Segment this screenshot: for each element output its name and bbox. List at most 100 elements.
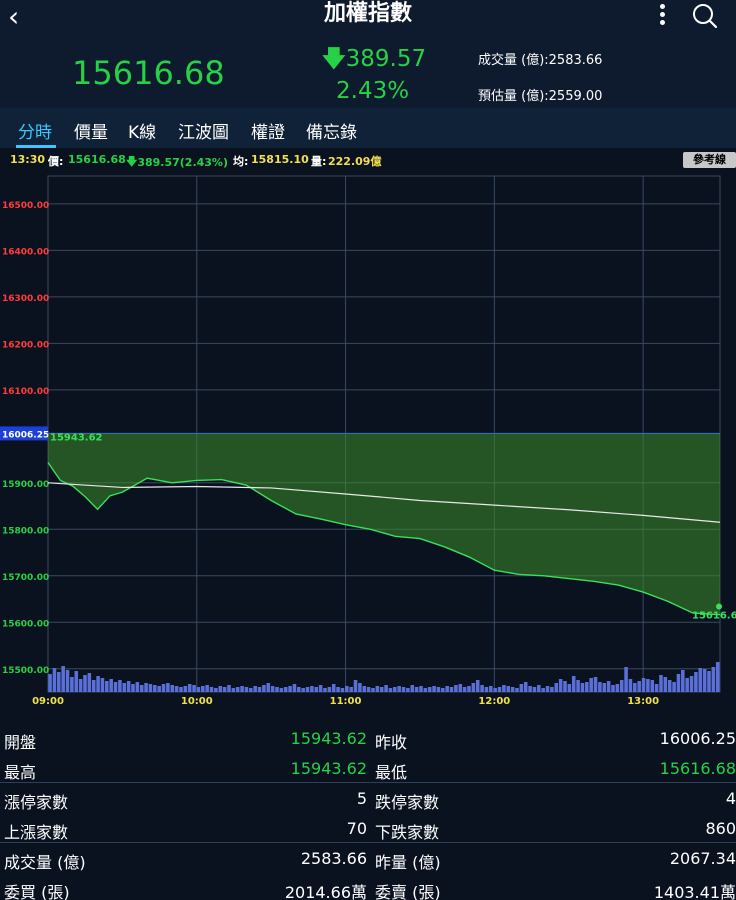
- volume-bar: [131, 684, 135, 692]
- y-tick-label: 15900.00: [2, 480, 49, 490]
- volume-bar: [227, 685, 231, 692]
- volume-bar: [445, 686, 449, 692]
- tab-price-volume[interactable]: 價量: [74, 123, 108, 143]
- volume-bar: [87, 673, 92, 692]
- volume-bar: [257, 687, 262, 692]
- volume-bar: [510, 687, 515, 692]
- tab-minute[interactable]: 分時: [18, 123, 52, 143]
- stats-value: 15616.68: [659, 759, 736, 778]
- volume-bar: [506, 686, 511, 692]
- volume-bar: [641, 678, 646, 692]
- volume-bar: [388, 688, 393, 692]
- volume-bar: [305, 687, 310, 692]
- stats-row: 最高 15943.62 最低 15616.68: [0, 754, 736, 784]
- volume-bar: [672, 682, 676, 692]
- volume-bar: [205, 685, 209, 692]
- volume-bar: [423, 688, 428, 692]
- volume-bar: [611, 685, 615, 692]
- stats-label: 上漲家數: [4, 823, 69, 842]
- down-arrow-icon: 🡇: [322, 46, 346, 72]
- volume-bar: [545, 686, 550, 692]
- volume-bar: [153, 685, 157, 692]
- volume-bar: [48, 674, 52, 692]
- volume-bar: [711, 667, 716, 692]
- volume-bar: [462, 687, 467, 692]
- volume-bar: [323, 688, 327, 692]
- volume-bar: [358, 683, 362, 692]
- volume-bar: [602, 683, 607, 692]
- volume-bar: [109, 679, 113, 692]
- volume-bar: [401, 687, 406, 692]
- volume-bar: [218, 686, 223, 692]
- volume-bar: [100, 678, 105, 692]
- volume-bar: [148, 684, 153, 692]
- volume-bar: [52, 668, 57, 692]
- volume-bar: [419, 686, 423, 692]
- stats-label: 昨量 (億): [375, 853, 441, 872]
- volume-bar: [135, 682, 140, 692]
- volume-bar: [192, 685, 196, 692]
- volume-bar: [646, 679, 650, 692]
- volume-bar: [362, 686, 367, 692]
- stats-divider: [0, 842, 736, 843]
- volume-bar: [270, 686, 275, 692]
- volume-bar: [550, 687, 554, 692]
- volume-bar: [222, 687, 227, 692]
- volume-bar: [157, 686, 161, 692]
- info-vol: 222.09億: [328, 155, 382, 168]
- stats-label: 委賣 (張): [375, 883, 441, 900]
- back-icon[interactable]: ‹: [8, 0, 20, 33]
- last-price-label: 15616.68: [692, 611, 736, 622]
- stats-panel: 開盤 15943.62 昨收 16006.25 最高 15943.62 最低 15616.68…: [0, 722, 736, 900]
- info-vol-label: 量:: [311, 155, 327, 168]
- volume-bar: [179, 687, 183, 692]
- volume-bar: [118, 680, 122, 692]
- x-tick-label: 10:00: [181, 696, 213, 707]
- volume-bar: [371, 688, 375, 692]
- x-tick-label: 09:00: [32, 696, 64, 707]
- volume-bar: [196, 687, 201, 692]
- volume-bar: [201, 686, 205, 692]
- volume-bar: [589, 678, 593, 692]
- volume-bar: [126, 681, 131, 692]
- search-icon[interactable]: [690, 2, 720, 30]
- volume-bar: [523, 682, 528, 692]
- stats-value: 2583.66: [300, 849, 367, 868]
- volume-bar: [170, 685, 175, 692]
- volume-bar: [209, 687, 214, 692]
- tab-memo[interactable]: 備忘錄: [306, 123, 357, 143]
- volume-bar: [74, 671, 79, 692]
- y-tick-label: 16300.00: [2, 294, 49, 304]
- more-vertical-icon[interactable]: [652, 2, 672, 28]
- tab-wave-chart[interactable]: 江波圖: [178, 123, 229, 143]
- tab-warrants[interactable]: 權證: [251, 123, 285, 143]
- reference-line-button[interactable]: 參考線: [683, 152, 736, 168]
- volume-bar: [61, 666, 65, 692]
- x-tick-label: 11:00: [330, 696, 362, 707]
- volume-bar: [458, 684, 463, 692]
- y-tick-label: 15700.00: [2, 573, 49, 583]
- volume-bar: [537, 685, 541, 692]
- volume-bar: [624, 667, 628, 692]
- stats-value: 70: [346, 819, 367, 838]
- volume-bar: [345, 686, 349, 692]
- volume-bar: [471, 683, 476, 692]
- volume-bar: [249, 688, 253, 692]
- volume-bar: [375, 686, 380, 692]
- stats-row: 上漲家數 70 下跌家數 860: [0, 814, 736, 844]
- volume-bar: [654, 684, 659, 692]
- stats-row: 委買 (張) 2014.66萬 委賣 (張) 1403.41萬: [0, 874, 736, 900]
- volume-bar: [183, 686, 188, 692]
- stats-label: 漲停家數: [4, 793, 69, 812]
- volume-bar: [497, 687, 502, 692]
- tab-k-line[interactable]: K線: [128, 123, 157, 143]
- price-line: [47, 462, 720, 616]
- volume-bar: [676, 674, 681, 692]
- stats-value: 4: [725, 789, 736, 808]
- stats-row: 開盤 15943.62 昨收 16006.25: [0, 724, 736, 754]
- index-price: 15616.68: [72, 54, 225, 92]
- volume-bar: [615, 684, 620, 692]
- volume-bar: [139, 685, 144, 692]
- stats-label: 跌停家數: [375, 793, 440, 812]
- stats-value: 860: [705, 819, 736, 838]
